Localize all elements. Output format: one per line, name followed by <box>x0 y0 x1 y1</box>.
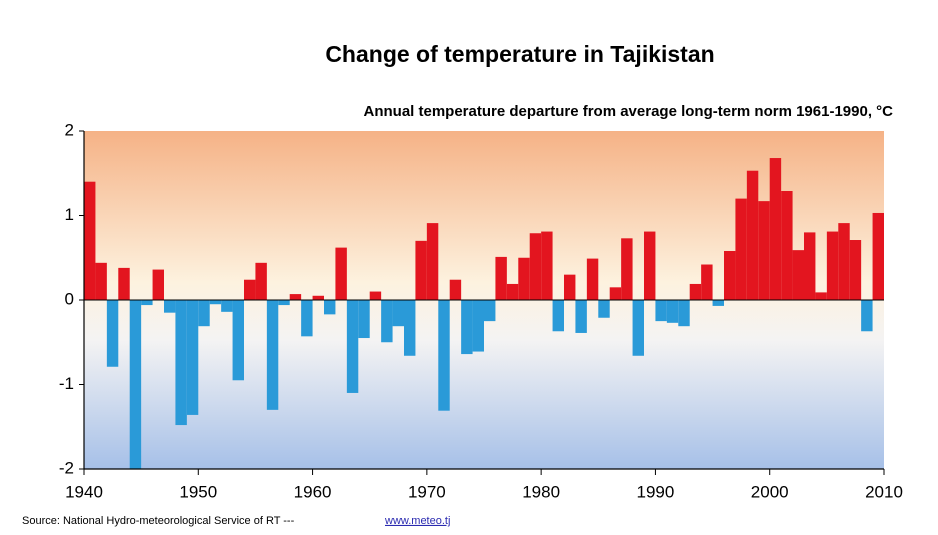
bar <box>609 287 622 300</box>
bar <box>335 247 347 300</box>
x-tick-label: 2010 <box>865 482 903 501</box>
bar <box>324 300 336 315</box>
bar <box>164 300 176 313</box>
bar <box>358 300 370 339</box>
bar <box>632 300 644 356</box>
bar <box>312 295 324 300</box>
bar <box>369 291 382 300</box>
y-tick-label: 2 <box>65 120 74 139</box>
bar <box>495 256 507 300</box>
bar <box>621 238 633 300</box>
bar <box>244 279 256 300</box>
bar <box>506 283 519 300</box>
bar <box>678 300 690 327</box>
bar <box>564 274 576 300</box>
x-tick-label: 1950 <box>179 482 217 501</box>
bar <box>712 300 724 306</box>
bar <box>644 231 656 300</box>
bar <box>826 231 839 300</box>
bar <box>815 292 827 300</box>
bar <box>849 240 862 300</box>
bar <box>141 300 153 306</box>
bar <box>769 158 782 300</box>
bar <box>724 250 736 300</box>
bar <box>278 300 290 306</box>
bar <box>438 300 450 411</box>
x-tick-label: 1960 <box>294 482 332 501</box>
bar <box>518 257 530 300</box>
y-tick-label: 0 <box>65 289 74 308</box>
bar <box>461 300 473 355</box>
bar <box>346 300 359 393</box>
bar <box>655 300 667 322</box>
bar <box>426 223 439 300</box>
chart-title: Change of temperature in Tajikistan <box>325 41 714 67</box>
bar <box>746 170 759 300</box>
bar <box>575 300 587 333</box>
bar <box>289 294 302 300</box>
bar <box>95 262 107 300</box>
x-tick-label: 1980 <box>522 482 560 501</box>
bar <box>792 250 804 300</box>
bar <box>209 300 222 305</box>
bar <box>449 279 462 300</box>
bar <box>198 300 210 327</box>
bar <box>175 300 187 426</box>
x-tick-label: 1990 <box>637 482 675 501</box>
bar <box>221 300 233 312</box>
bar <box>758 201 770 300</box>
bar <box>861 300 873 332</box>
bar <box>415 240 427 300</box>
bar <box>552 300 564 332</box>
bar <box>804 232 816 300</box>
bar <box>666 300 679 323</box>
x-tick-label: 1940 <box>65 482 103 501</box>
y-tick-label: -2 <box>59 458 74 477</box>
chart-subtitle: Annual temperature departure from averag… <box>364 103 894 120</box>
bar <box>472 300 484 352</box>
bar <box>404 300 416 356</box>
bar <box>872 212 884 300</box>
bar <box>381 300 393 343</box>
bar <box>586 258 599 300</box>
bar <box>255 262 267 300</box>
bar <box>781 190 793 300</box>
x-tick-label: 2000 <box>751 482 789 501</box>
source-link[interactable]: www.meteo.tj <box>384 515 450 527</box>
bar <box>735 198 747 300</box>
bar <box>689 283 702 300</box>
bar <box>541 231 553 300</box>
bar <box>118 267 130 300</box>
bar <box>84 181 96 300</box>
bar <box>838 223 850 300</box>
y-tick-label: -1 <box>59 374 74 393</box>
bar <box>301 300 313 337</box>
bar <box>106 300 119 367</box>
bar <box>598 300 610 318</box>
y-tick-label: 1 <box>65 205 74 224</box>
bar <box>266 300 279 410</box>
bar <box>484 300 496 322</box>
bar <box>701 264 713 300</box>
bar <box>529 233 542 300</box>
bar <box>392 300 404 327</box>
source: Source: National Hydro-meteorological Se… <box>22 515 295 527</box>
x-tick-label: 1970 <box>408 482 446 501</box>
bar <box>152 269 164 300</box>
bar <box>186 300 199 415</box>
bar <box>232 300 244 381</box>
bar <box>129 300 142 469</box>
